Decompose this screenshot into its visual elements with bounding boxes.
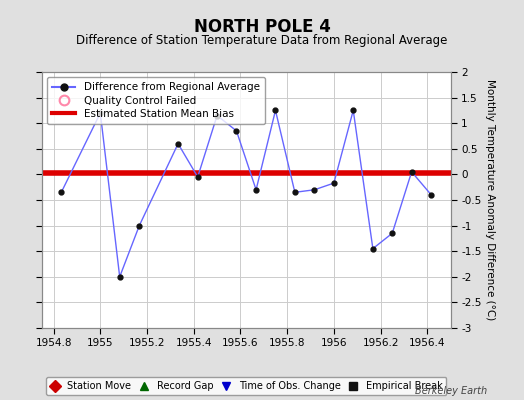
Text: NORTH POLE 4: NORTH POLE 4 xyxy=(193,18,331,36)
Legend: Station Move, Record Gap, Time of Obs. Change, Empirical Break: Station Move, Record Gap, Time of Obs. C… xyxy=(46,377,446,395)
Text: Berkeley Earth: Berkeley Earth xyxy=(415,386,487,396)
Text: Difference of Station Temperature Data from Regional Average: Difference of Station Temperature Data f… xyxy=(77,34,447,47)
Y-axis label: Monthly Temperature Anomaly Difference (°C): Monthly Temperature Anomaly Difference (… xyxy=(485,79,495,321)
